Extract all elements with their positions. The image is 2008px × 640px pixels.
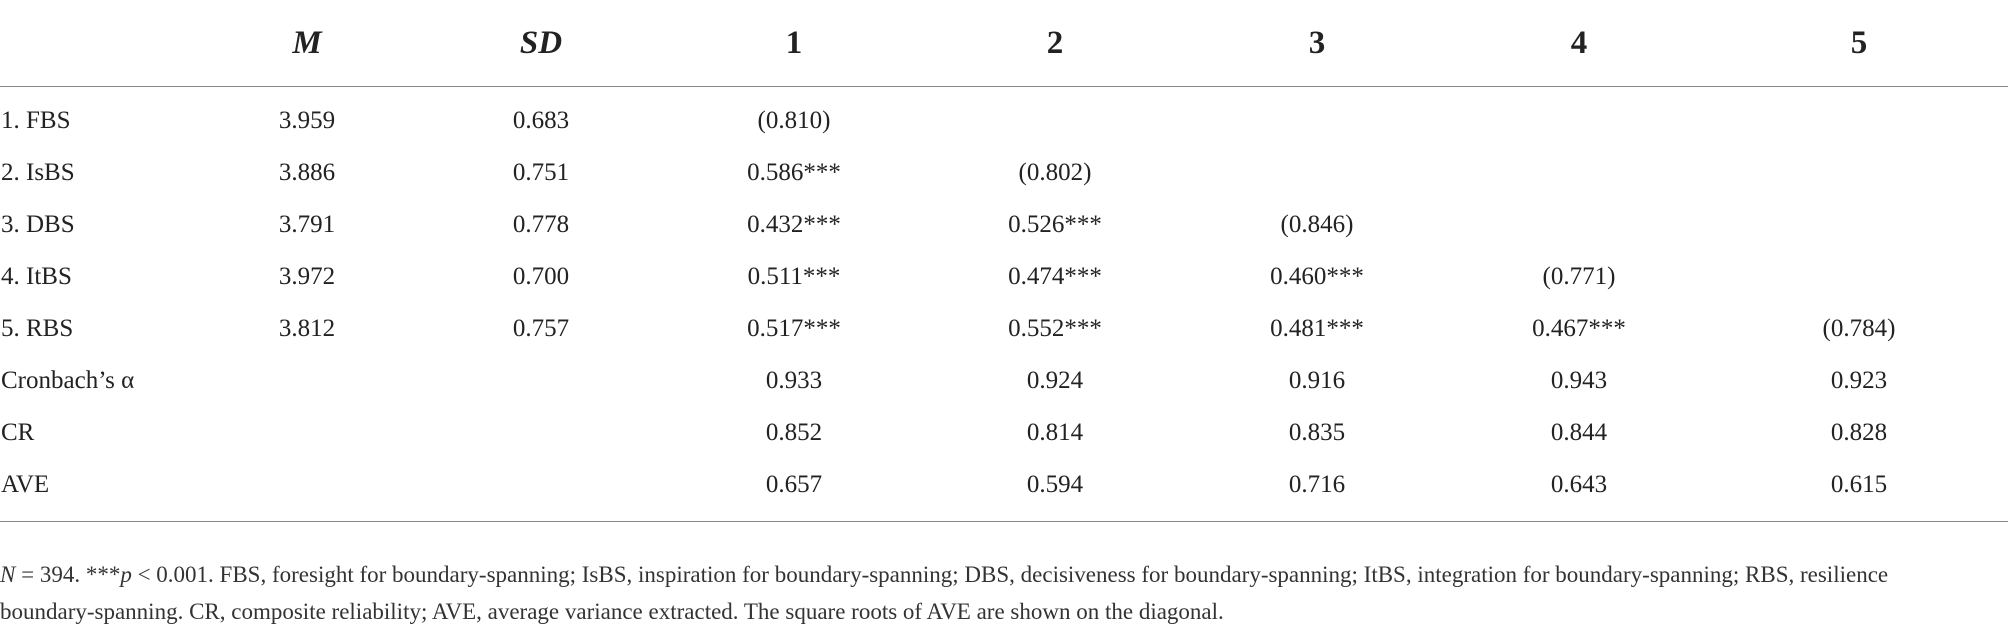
cell-col-5: (0.784) xyxy=(1822,315,1896,342)
table-note: N = 394. ***p < 0.001. FBS, foresight fo… xyxy=(0,556,1950,630)
cell-col-5 xyxy=(1710,199,2008,251)
cell-col-2: 0.474*** xyxy=(1008,263,1102,290)
cell-col-5: 0.615 xyxy=(1830,471,1888,498)
cell-col-3: 0.716 xyxy=(1288,471,1346,498)
cell-col-1: 0.933 xyxy=(765,367,823,394)
cell-col-2: (0.802) xyxy=(1018,159,1092,186)
table-row: AVE 0.657 0.594 0.716 0.643 0.615 xyxy=(0,459,2008,521)
cell-sd xyxy=(418,459,664,521)
cell-col-4: 0.643 xyxy=(1550,471,1608,498)
cell-mean: 3.959 xyxy=(278,107,336,134)
row-label: Cronbach’s α xyxy=(1,367,135,394)
cell-mean: 3.886 xyxy=(278,159,336,186)
row-label: 4. ItBS xyxy=(1,263,72,290)
header-sd: SD xyxy=(418,0,664,87)
cell-col-2: 0.552*** xyxy=(1008,315,1102,342)
cell-col-1: 0.517*** xyxy=(747,315,841,342)
note-n-symbol: N xyxy=(0,562,16,587)
correlation-table: M SD 1 2 3 4 5 1. FBS 3.959 0.683 (0.810) 2.… xyxy=(0,0,2008,522)
cell-col-2: 0.814 xyxy=(1026,419,1084,446)
table-header-row: M SD 1 2 3 4 5 xyxy=(0,0,2008,87)
cell-col-4 xyxy=(1448,199,1710,251)
cell-col-3: 0.460*** xyxy=(1270,263,1364,290)
note-text: < 0.001. FBS, foresight for boundary-spa… xyxy=(0,562,1889,624)
header-mean: M xyxy=(196,0,418,87)
cell-col-3 xyxy=(1186,87,1448,148)
row-label: 3. DBS xyxy=(1,211,75,238)
cell-col-1: 0.852 xyxy=(765,419,823,446)
cell-col-2: 0.594 xyxy=(1026,471,1084,498)
table-row: CR 0.852 0.814 0.835 0.844 0.828 xyxy=(0,407,2008,459)
cell-sd: 0.778 xyxy=(512,211,570,238)
header-blank-cell xyxy=(0,0,196,87)
cell-sd: 0.757 xyxy=(512,315,570,342)
cell-mean xyxy=(196,459,418,521)
cell-col-5 xyxy=(1710,87,2008,148)
cell-col-4: 0.943 xyxy=(1550,367,1608,394)
table-row: 3. DBS 3.791 0.778 0.432*** 0.526*** (0.846) xyxy=(0,199,2008,251)
cell-col-4 xyxy=(1448,147,1710,199)
cell-col-5: 0.828 xyxy=(1830,419,1888,446)
table-row: 4. ItBS 3.972 0.700 0.511*** 0.474*** 0.460**… xyxy=(0,251,2008,303)
table-row: 5. RBS 3.812 0.757 0.517*** 0.552*** 0.481***… xyxy=(0,303,2008,355)
cell-col-2: 0.526*** xyxy=(1008,211,1102,238)
cell-col-5: 0.923 xyxy=(1830,367,1888,394)
cell-sd xyxy=(418,355,664,407)
cell-col-4 xyxy=(1448,87,1710,148)
header-col-4: 4 xyxy=(1448,0,1710,87)
cell-sd: 0.683 xyxy=(512,107,570,134)
cell-mean: 3.812 xyxy=(278,315,336,342)
cell-col-1: 0.511*** xyxy=(747,263,841,290)
header-col-5: 5 xyxy=(1710,0,2008,87)
note-n-value: = 394. *** xyxy=(15,562,121,587)
cell-col-2 xyxy=(924,87,1186,148)
cell-mean: 3.791 xyxy=(278,211,336,238)
cell-col-3: 0.916 xyxy=(1288,367,1346,394)
cell-col-5 xyxy=(1710,147,2008,199)
cell-col-1: 0.432*** xyxy=(747,211,841,238)
cell-col-5 xyxy=(1710,251,2008,303)
table-row: 2. IsBS 3.886 0.751 0.586*** (0.802) xyxy=(0,147,2008,199)
cell-mean: 3.972 xyxy=(278,263,336,290)
cell-sd: 0.751 xyxy=(512,159,570,186)
header-col-3: 3 xyxy=(1186,0,1448,87)
cell-col-3: (0.846) xyxy=(1280,211,1354,238)
table-bottom-rule xyxy=(0,521,2008,522)
header-col-2: 2 xyxy=(924,0,1186,87)
cell-col-4: 0.844 xyxy=(1550,419,1608,446)
row-label: 2. IsBS xyxy=(1,159,75,186)
note-p-symbol: p xyxy=(120,562,132,587)
cell-col-4: 0.467*** xyxy=(1532,315,1626,342)
cell-col-1: 0.657 xyxy=(765,471,823,498)
table-body: 1. FBS 3.959 0.683 (0.810) 2. IsBS 3.886 0.751… xyxy=(0,87,2008,522)
row-label: 5. RBS xyxy=(1,315,74,342)
cell-col-3: 0.835 xyxy=(1288,419,1346,446)
cell-col-3: 0.481*** xyxy=(1270,315,1364,342)
row-label: CR xyxy=(1,419,35,446)
cell-col-3 xyxy=(1186,147,1448,199)
row-label: 1. FBS xyxy=(1,107,71,134)
cell-mean xyxy=(196,407,418,459)
cell-col-1: 0.586*** xyxy=(747,159,841,186)
cell-mean xyxy=(196,355,418,407)
cell-col-4: (0.771) xyxy=(1542,263,1616,290)
cell-sd xyxy=(418,407,664,459)
cell-col-2: 0.924 xyxy=(1026,367,1084,394)
correlation-table-container: M SD 1 2 3 4 5 1. FBS 3.959 0.683 (0.810) 2.… xyxy=(0,0,2008,522)
cell-col-1: (0.810) xyxy=(757,107,831,134)
table-row: Cronbach’s α 0.933 0.924 0.916 0.943 0.923 xyxy=(0,355,2008,407)
row-label: AVE xyxy=(1,471,50,498)
table-row: 1. FBS 3.959 0.683 (0.810) xyxy=(0,87,2008,148)
cell-sd: 0.700 xyxy=(512,263,570,290)
header-col-1: 1 xyxy=(664,0,924,87)
